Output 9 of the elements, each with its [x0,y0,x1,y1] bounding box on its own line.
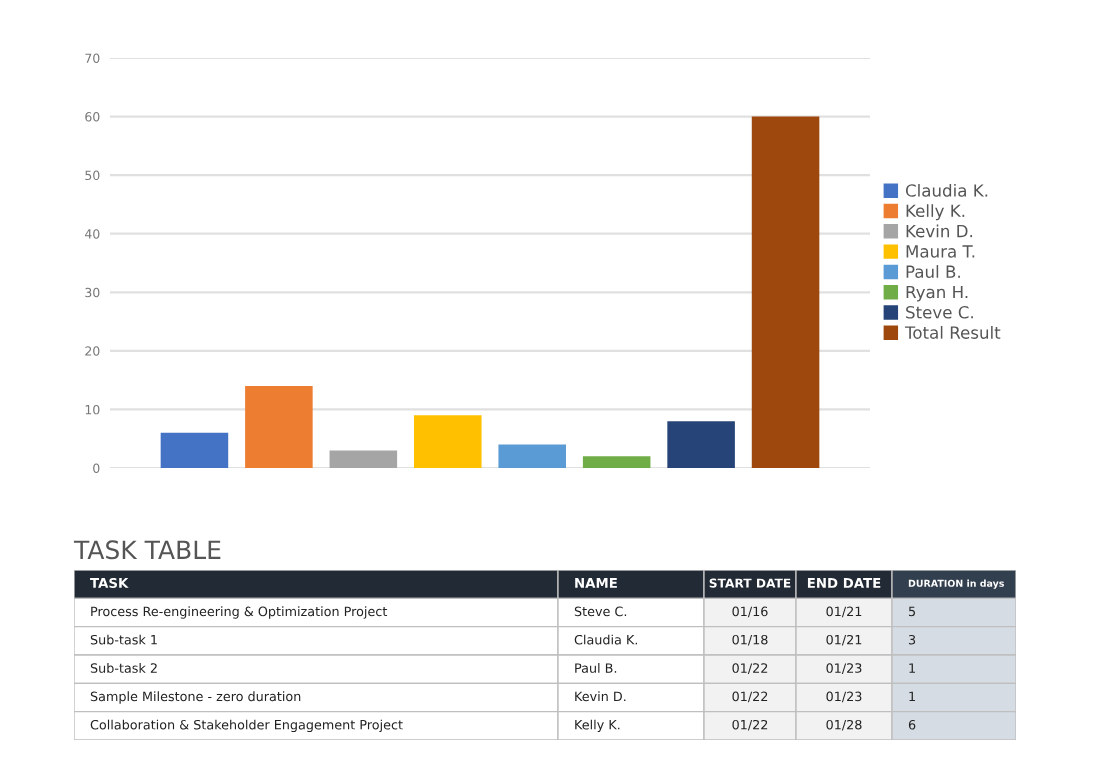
legend-label: Paul B. [906,265,960,278]
legend-label: Kevin D. [906,224,973,238]
legend-label: Ryan H. [906,285,968,302]
text: TASK TABLE [73,540,221,560]
legend-label: Steve C. [906,305,973,319]
legend-label: Kelly K. [906,204,965,221]
legend-label: Total Result [904,325,1001,339]
legend-label: Maura T. [906,245,975,258]
legend-label: Claudia K. [905,183,988,197]
